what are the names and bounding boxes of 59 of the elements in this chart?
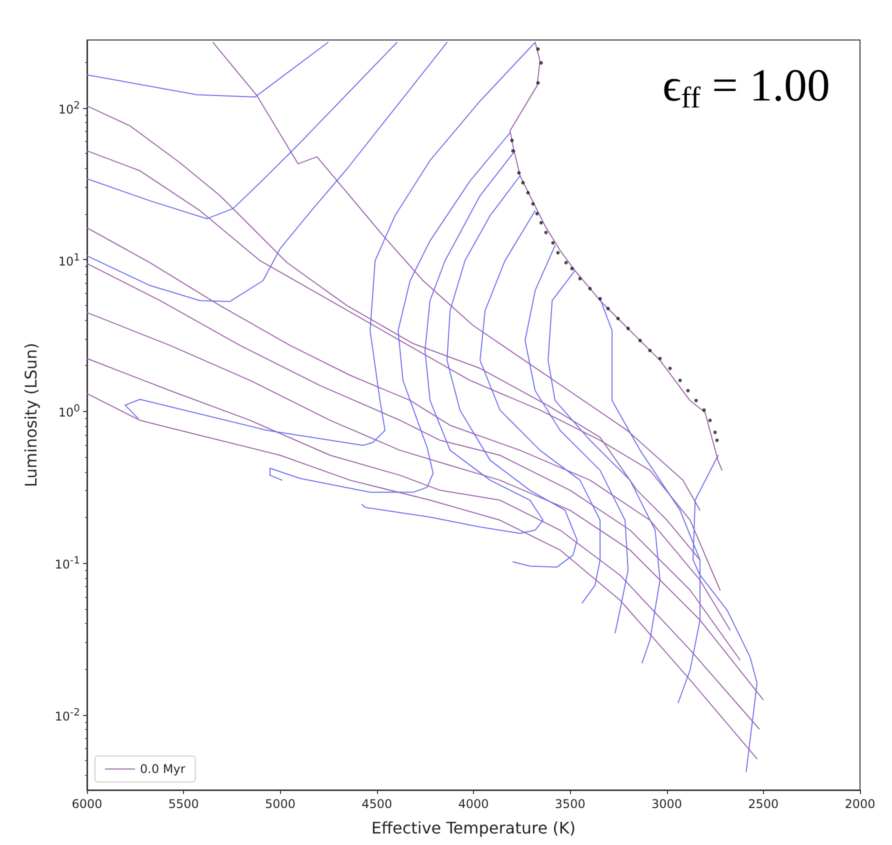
legend-label: 0.0 Myr	[140, 762, 186, 776]
x-tick-label: 5500	[168, 797, 199, 811]
x-tick-label: 3000	[651, 797, 682, 811]
x-tick-label: 2500	[748, 797, 779, 811]
point	[570, 266, 574, 270]
line-series	[86, 42, 448, 302]
point	[715, 438, 719, 442]
point	[535, 212, 539, 216]
point	[526, 190, 530, 194]
line-series	[480, 210, 601, 604]
y-tick-label: 10$^{-1}$	[54, 554, 80, 572]
line-series	[270, 132, 511, 493]
y-tick-label: 10$^{2}$	[58, 99, 80, 116]
line-series	[212, 42, 700, 511]
point	[578, 276, 582, 280]
x-tick-label: 4500	[362, 797, 392, 811]
point	[668, 366, 672, 370]
point	[598, 296, 602, 300]
point	[626, 326, 630, 330]
line-series	[86, 42, 328, 98]
point	[510, 138, 514, 142]
line-series	[86, 312, 764, 700]
point	[713, 430, 717, 434]
line-series	[86, 263, 740, 661]
line-series	[361, 150, 544, 534]
line-series	[86, 42, 398, 220]
point	[648, 348, 652, 352]
y-tick-label: 10$^{1}$	[58, 251, 80, 268]
point	[531, 202, 535, 206]
x-tick-label: 3500	[554, 797, 586, 811]
line-series	[86, 358, 760, 730]
point	[511, 149, 515, 153]
point	[539, 61, 543, 65]
x-tick-label: 4000	[458, 797, 489, 811]
point	[588, 286, 592, 290]
point	[686, 388, 690, 392]
point	[539, 220, 543, 224]
y-tick-label: 10$^{-2}$	[54, 706, 80, 724]
point	[678, 378, 682, 382]
line-series	[124, 42, 536, 446]
x-axis-title: Effective Temperature (K)	[371, 818, 576, 838]
point	[638, 338, 642, 342]
line-series	[86, 227, 731, 631]
y-axis-title: Luminosity (LSun)	[22, 342, 40, 488]
line-series	[86, 393, 758, 760]
point	[564, 260, 568, 264]
point	[708, 418, 712, 422]
point	[551, 241, 555, 245]
point	[521, 181, 525, 185]
point	[517, 171, 521, 175]
x-tick-label: 6000	[72, 797, 102, 811]
x-tick-label: 2000	[844, 797, 876, 811]
point	[694, 398, 698, 402]
y-tick-label: 10$^{0}$	[58, 402, 80, 420]
point	[702, 408, 706, 412]
point	[536, 47, 540, 51]
point	[536, 81, 540, 85]
point	[556, 250, 560, 254]
x-tick-label: 5000	[264, 797, 296, 811]
